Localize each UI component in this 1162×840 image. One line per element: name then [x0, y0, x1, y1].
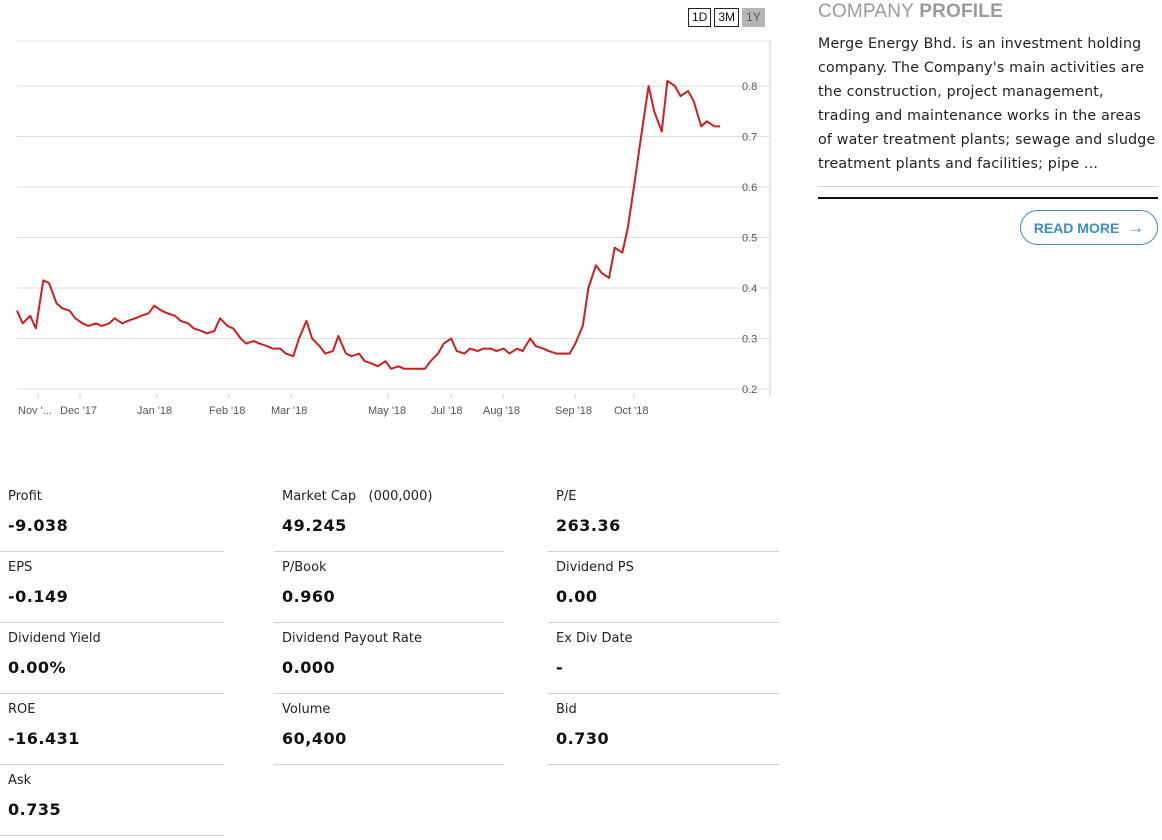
stat-bid: Bid 0.730: [548, 693, 779, 765]
profile-divider-strong: [818, 197, 1158, 199]
y-tick-label: 0.5: [742, 233, 757, 245]
stat-label: Dividend Yield: [8, 631, 101, 646]
stat-label: ROE: [8, 702, 36, 717]
stat-ask: Ask 0.735: [0, 764, 224, 836]
stat-market-cap: Market Cap (000,000) 49.245: [274, 480, 504, 552]
profile-heading: COMPANY PROFILE: [818, 0, 1158, 23]
stat-divider: [548, 551, 779, 552]
arrow-right-icon: →: [1127, 218, 1145, 237]
stat-value: 0.960: [282, 587, 336, 606]
y-tick-label: 0.8: [742, 81, 757, 93]
x-tick-label: Jul '18: [431, 405, 462, 417]
stat-roe: ROE -16.431: [0, 693, 224, 765]
range-1d-button[interactable]: 1D: [688, 8, 712, 27]
x-tick-label: Dec '17: [60, 405, 97, 417]
stat-label: Dividend Payout Rate: [282, 631, 422, 646]
stat-value: 0.000: [282, 658, 336, 677]
stat-value: -16.431: [8, 729, 80, 748]
stat-label: Market Cap (000,000): [282, 489, 433, 504]
x-tick-label: May '18: [368, 405, 406, 417]
profile-description: Merge Energy Bhd. is an investment holdi…: [818, 36, 1156, 172]
range-3m-button[interactable]: 3M: [714, 8, 740, 27]
y-tick-label: 0.7: [742, 132, 757, 144]
x-tick-label: Nov '...: [18, 405, 52, 417]
stat-divider: [548, 622, 779, 623]
stat-divider: [0, 764, 224, 765]
stat-divider: [274, 764, 504, 765]
price-chart: 0.2 0.3 0.4 0.5 0.6 0.7 0.8 Nov '... Dec '17 Jan…: [16, 40, 771, 417]
y-tick-label: 0.6: [742, 182, 757, 194]
stat-value: 0.00%: [8, 658, 67, 677]
stat-value: 49.245: [282, 516, 347, 535]
stat-divider: [0, 551, 224, 552]
stat-value: -9.038: [8, 516, 69, 535]
x-tick-label: Jan '18: [137, 405, 172, 417]
profile-heading-light: COMPANY: [818, 1, 920, 22]
stat-divider: [274, 622, 504, 623]
y-tick-label: 0.3: [742, 334, 757, 346]
chart-grid: [17, 40, 770, 390]
stat-divider: [274, 693, 504, 694]
stat-divider: [274, 551, 504, 552]
stat-pbook: P/Book 0.960: [274, 551, 504, 623]
stat-label: P/Book: [282, 560, 327, 575]
stat-value: -0.149: [8, 587, 69, 606]
range-selector: 1D 3M 1Y: [688, 8, 765, 27]
stat-divider: [0, 693, 224, 694]
x-tick-label: Feb '18: [209, 405, 245, 417]
stat-label: Bid: [556, 702, 577, 717]
stat-dividend-ps: Dividend PS 0.00: [548, 551, 779, 623]
stat-pe: P/E 263.36: [548, 480, 779, 552]
profile-heading-bold: PROFILE: [919, 1, 1003, 22]
stat-label: Dividend PS: [556, 560, 634, 575]
stat-profit: Profit -9.038: [0, 480, 224, 552]
stat-label: EPS: [8, 560, 33, 575]
stat-ex-div-date: Ex Div Date -: [548, 622, 779, 694]
stat-divider: [0, 835, 224, 836]
stat-value: 0.730: [556, 729, 610, 748]
stat-value: -: [556, 658, 564, 677]
stat-label: P/E: [556, 489, 577, 504]
stat-label: Profit: [8, 489, 42, 504]
stat-value: 0.735: [8, 800, 62, 819]
read-more-label: READ MORE: [1033, 219, 1120, 236]
stat-label: Volume: [282, 702, 331, 717]
y-tick-label: 0.4: [742, 283, 757, 295]
stat-volume: Volume 60,400: [274, 693, 504, 765]
stat-divider: [548, 764, 779, 765]
stat-value: 0.00: [556, 587, 598, 606]
company-profile: COMPANY PROFILE Merge Energy Bhd. is an …: [818, 0, 1158, 245]
stat-dividend-payout: Dividend Payout Rate 0.000: [274, 622, 504, 694]
x-axis: Nov '... Dec '17 Jan '18 Feb '18 Mar '18 May …: [18, 394, 649, 417]
y-axis: 0.2 0.3 0.4 0.5 0.6 0.7 0.8: [742, 81, 757, 396]
y-tick-label: 0.2: [742, 384, 757, 396]
x-tick-label: Sep '18: [555, 405, 592, 417]
stat-divider: [0, 622, 224, 623]
profile-divider: [818, 186, 1158, 187]
x-tick-label: Aug '18: [483, 405, 520, 417]
stat-value: 263.36: [556, 516, 621, 535]
stat-divider: [548, 693, 779, 694]
stat-value: 60,400: [282, 729, 347, 748]
stat-eps: EPS -0.149: [0, 551, 224, 623]
price-series-line: [16, 79, 720, 370]
stat-dividend-yield: Dividend Yield 0.00%: [0, 622, 224, 694]
read-more-button[interactable]: READ MORE →: [1020, 210, 1158, 245]
stat-label: Ex Div Date: [556, 631, 633, 646]
stat-label: Ask: [8, 773, 32, 788]
x-tick-label: Mar '18: [271, 405, 307, 417]
range-1y-button[interactable]: 1Y: [742, 8, 765, 27]
x-tick-label: Oct '18: [614, 405, 649, 417]
